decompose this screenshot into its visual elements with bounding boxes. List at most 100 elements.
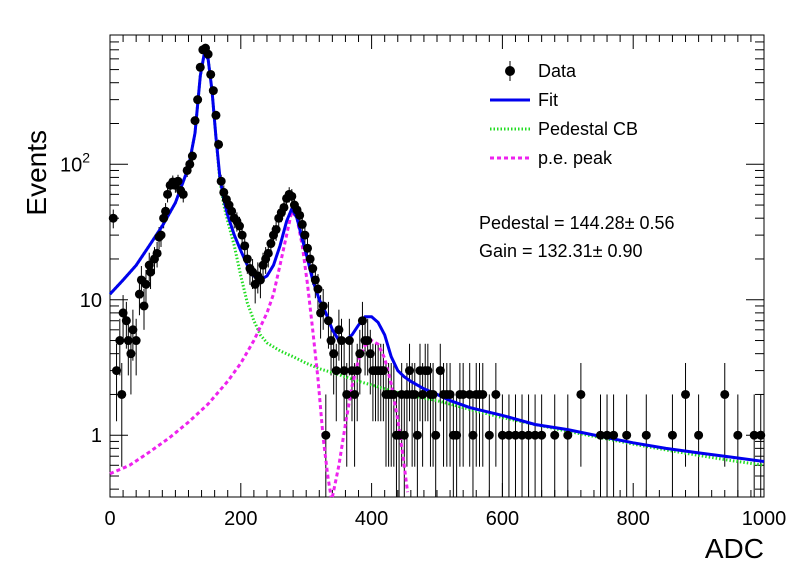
data-point bbox=[550, 430, 560, 440]
data-point bbox=[399, 430, 409, 440]
x-tick-label: 1000 bbox=[742, 508, 787, 530]
data-point bbox=[563, 430, 573, 440]
data-point bbox=[326, 336, 336, 346]
legend: Data Fit Pedestal CB p.e. peak bbox=[490, 61, 638, 168]
data-point bbox=[156, 230, 166, 240]
data-point bbox=[365, 349, 375, 359]
data-point bbox=[121, 316, 131, 326]
data-point bbox=[339, 366, 349, 376]
x-tick-label: 200 bbox=[224, 508, 257, 530]
data-point bbox=[504, 430, 514, 440]
data-point bbox=[305, 254, 315, 264]
data-point bbox=[329, 349, 339, 359]
data-point bbox=[622, 430, 632, 440]
y-tick-label: 102 bbox=[60, 149, 90, 176]
data-point bbox=[428, 389, 438, 399]
data-point bbox=[468, 430, 478, 440]
data-point bbox=[237, 230, 247, 240]
data-point bbox=[510, 430, 520, 440]
x-axis-title: ADC bbox=[705, 533, 764, 564]
data-point bbox=[118, 308, 128, 318]
data-point bbox=[178, 189, 188, 199]
data-point bbox=[749, 430, 759, 440]
data-point bbox=[405, 366, 415, 376]
data-point bbox=[418, 389, 428, 399]
data-point bbox=[117, 389, 127, 399]
legend-label: Data bbox=[538, 61, 577, 81]
data-point bbox=[530, 430, 540, 440]
data-point bbox=[123, 336, 133, 346]
series-lines-group bbox=[108, 50, 765, 498]
data-point bbox=[389, 389, 399, 399]
data-point bbox=[240, 241, 250, 251]
data-point bbox=[112, 366, 122, 376]
data-point bbox=[318, 301, 328, 311]
data-point bbox=[756, 430, 766, 440]
data-point bbox=[146, 267, 156, 277]
legend-label: Fit bbox=[538, 90, 558, 110]
data-point bbox=[355, 349, 365, 359]
data-point bbox=[452, 430, 462, 440]
data-point bbox=[173, 176, 183, 186]
data-point bbox=[316, 308, 326, 318]
data-point bbox=[465, 389, 475, 399]
data-point bbox=[435, 366, 445, 376]
data-point bbox=[266, 239, 276, 249]
data-point bbox=[576, 389, 586, 399]
y-axis-title: Events bbox=[21, 130, 52, 216]
data-point bbox=[484, 430, 494, 440]
annotations: Pedestal = 144.28± 0.56 Gain = 132.31± 0.… bbox=[479, 213, 675, 261]
data-point bbox=[242, 254, 252, 264]
data-point bbox=[410, 389, 420, 399]
series-line-fit bbox=[108, 50, 765, 463]
data-point bbox=[596, 430, 605, 440]
data-point bbox=[216, 176, 226, 186]
data-point bbox=[159, 213, 169, 223]
data-point bbox=[445, 389, 455, 399]
data-point bbox=[321, 430, 331, 440]
data-point bbox=[303, 243, 313, 253]
data-point bbox=[187, 151, 197, 161]
data-point bbox=[310, 275, 320, 285]
x-tick-label: 600 bbox=[486, 508, 519, 530]
data-point bbox=[313, 284, 323, 294]
data-point bbox=[161, 206, 171, 216]
data-point bbox=[141, 279, 151, 289]
data-point bbox=[300, 230, 310, 240]
data-point bbox=[279, 202, 289, 212]
data-point bbox=[185, 159, 195, 169]
data-point bbox=[337, 336, 347, 346]
data-point bbox=[193, 95, 203, 105]
data-point bbox=[263, 248, 273, 258]
data-point bbox=[350, 389, 360, 399]
data-point bbox=[219, 187, 229, 197]
data-point bbox=[412, 430, 422, 440]
data-point bbox=[271, 225, 281, 235]
plot-frame bbox=[109, 34, 765, 498]
data-point bbox=[308, 264, 318, 274]
data-point bbox=[297, 219, 307, 229]
data-point bbox=[431, 430, 441, 440]
data-point bbox=[190, 116, 200, 126]
data-point bbox=[491, 389, 501, 399]
series-line-pedestal-cb bbox=[108, 50, 765, 467]
data-point bbox=[720, 389, 730, 399]
data-point bbox=[126, 349, 136, 359]
data-point bbox=[144, 260, 154, 270]
data-point bbox=[602, 430, 612, 440]
x-tick-label: 400 bbox=[355, 508, 388, 530]
data-point bbox=[352, 366, 362, 376]
data-point bbox=[641, 430, 651, 440]
data-point bbox=[203, 49, 213, 59]
ticks-group bbox=[109, 34, 765, 497]
data-point bbox=[255, 275, 265, 285]
data-point bbox=[195, 62, 205, 72]
data-point bbox=[357, 316, 367, 326]
data-point bbox=[208, 86, 218, 96]
data-point bbox=[497, 430, 507, 440]
data-point bbox=[234, 221, 244, 231]
data-point bbox=[214, 139, 224, 149]
y-tick-label: 10 bbox=[80, 290, 102, 312]
data-point bbox=[378, 366, 388, 376]
